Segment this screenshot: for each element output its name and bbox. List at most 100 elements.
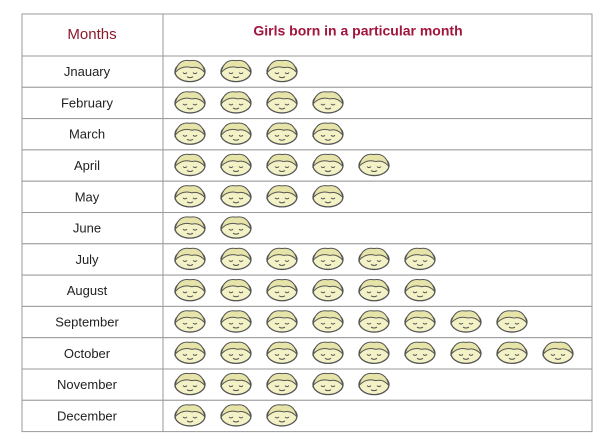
hair [358,247,390,263]
hair [312,122,344,138]
hair [358,310,390,325]
chart-title: Girls born in a particular month [253,23,462,39]
eyes [228,385,244,392]
eyes [550,353,566,360]
eyes [366,385,382,392]
hair [220,153,252,169]
icon-row [174,59,298,83]
eyes [412,322,428,329]
eyes [458,322,474,329]
hair [174,185,206,200]
eyes [320,197,336,204]
eyes [274,72,290,79]
eyes [182,385,198,392]
eyes [182,322,198,329]
eyes [320,166,336,173]
eyes [320,385,336,392]
month-label: September [55,314,119,329]
hair [220,372,252,388]
icon-row [174,216,252,239]
row-cell [21,399,164,433]
eyes [228,103,244,110]
hair [174,341,206,357]
eyes [182,103,198,110]
eyes [182,166,198,173]
hair [542,341,574,357]
eyes [182,260,198,266]
month-label: November [57,377,118,392]
hair [266,247,298,263]
eyes [274,134,290,141]
icon-row [174,153,390,177]
hair [174,310,206,325]
eyes [182,353,198,360]
header-cell [162,13,593,57]
icon-row [174,91,344,114]
hair [266,185,298,200]
hair [358,153,390,169]
hair [266,279,298,294]
month-label: April [74,158,100,173]
icon-row [174,279,436,302]
hair [450,310,482,325]
hair [220,122,252,138]
icon-row [174,341,574,365]
eyes [228,72,244,79]
eyes [366,260,382,266]
eyes [504,322,520,329]
eyes [228,134,244,141]
icon-row [174,372,390,396]
hair [358,341,390,357]
row-cell [21,337,164,370]
hair [266,122,298,138]
row-cell [21,118,164,151]
icon-row [174,185,344,208]
eyes [228,291,244,298]
eyes [274,385,290,392]
hair [174,216,206,231]
eyes [182,197,198,204]
month-label: February [61,95,114,110]
hair [312,185,344,200]
eyes [366,322,382,329]
eyes [274,260,290,266]
category-header: Months [67,26,116,43]
eyes [320,322,336,329]
hair [496,341,528,357]
hair [312,247,344,263]
hair [312,341,344,357]
hair [266,310,298,325]
hair [174,404,206,419]
eyes [182,416,198,423]
hair [220,59,252,75]
hair [266,153,298,169]
eyes [274,197,290,204]
eyes [228,260,244,266]
eyes [320,134,336,141]
row-cell [21,149,164,182]
month-label: December [57,408,118,423]
eyes [274,322,290,329]
eyes [320,291,336,298]
eyes [412,353,428,360]
hair [266,59,298,75]
hair [174,153,206,169]
hair [266,341,298,357]
hair [174,247,206,263]
icon-row [174,122,344,145]
eyes [366,166,382,173]
month-label: July [75,252,99,267]
hair [312,279,344,294]
eyes [228,416,244,423]
hair [266,372,298,388]
eyes [274,103,290,110]
hair [358,279,390,294]
row-cell [21,243,164,276]
hair [220,216,252,231]
eyes [366,291,382,298]
eyes [412,291,428,298]
hair [266,91,298,106]
month-label: Jnauary [64,64,111,79]
eyes [320,260,336,266]
